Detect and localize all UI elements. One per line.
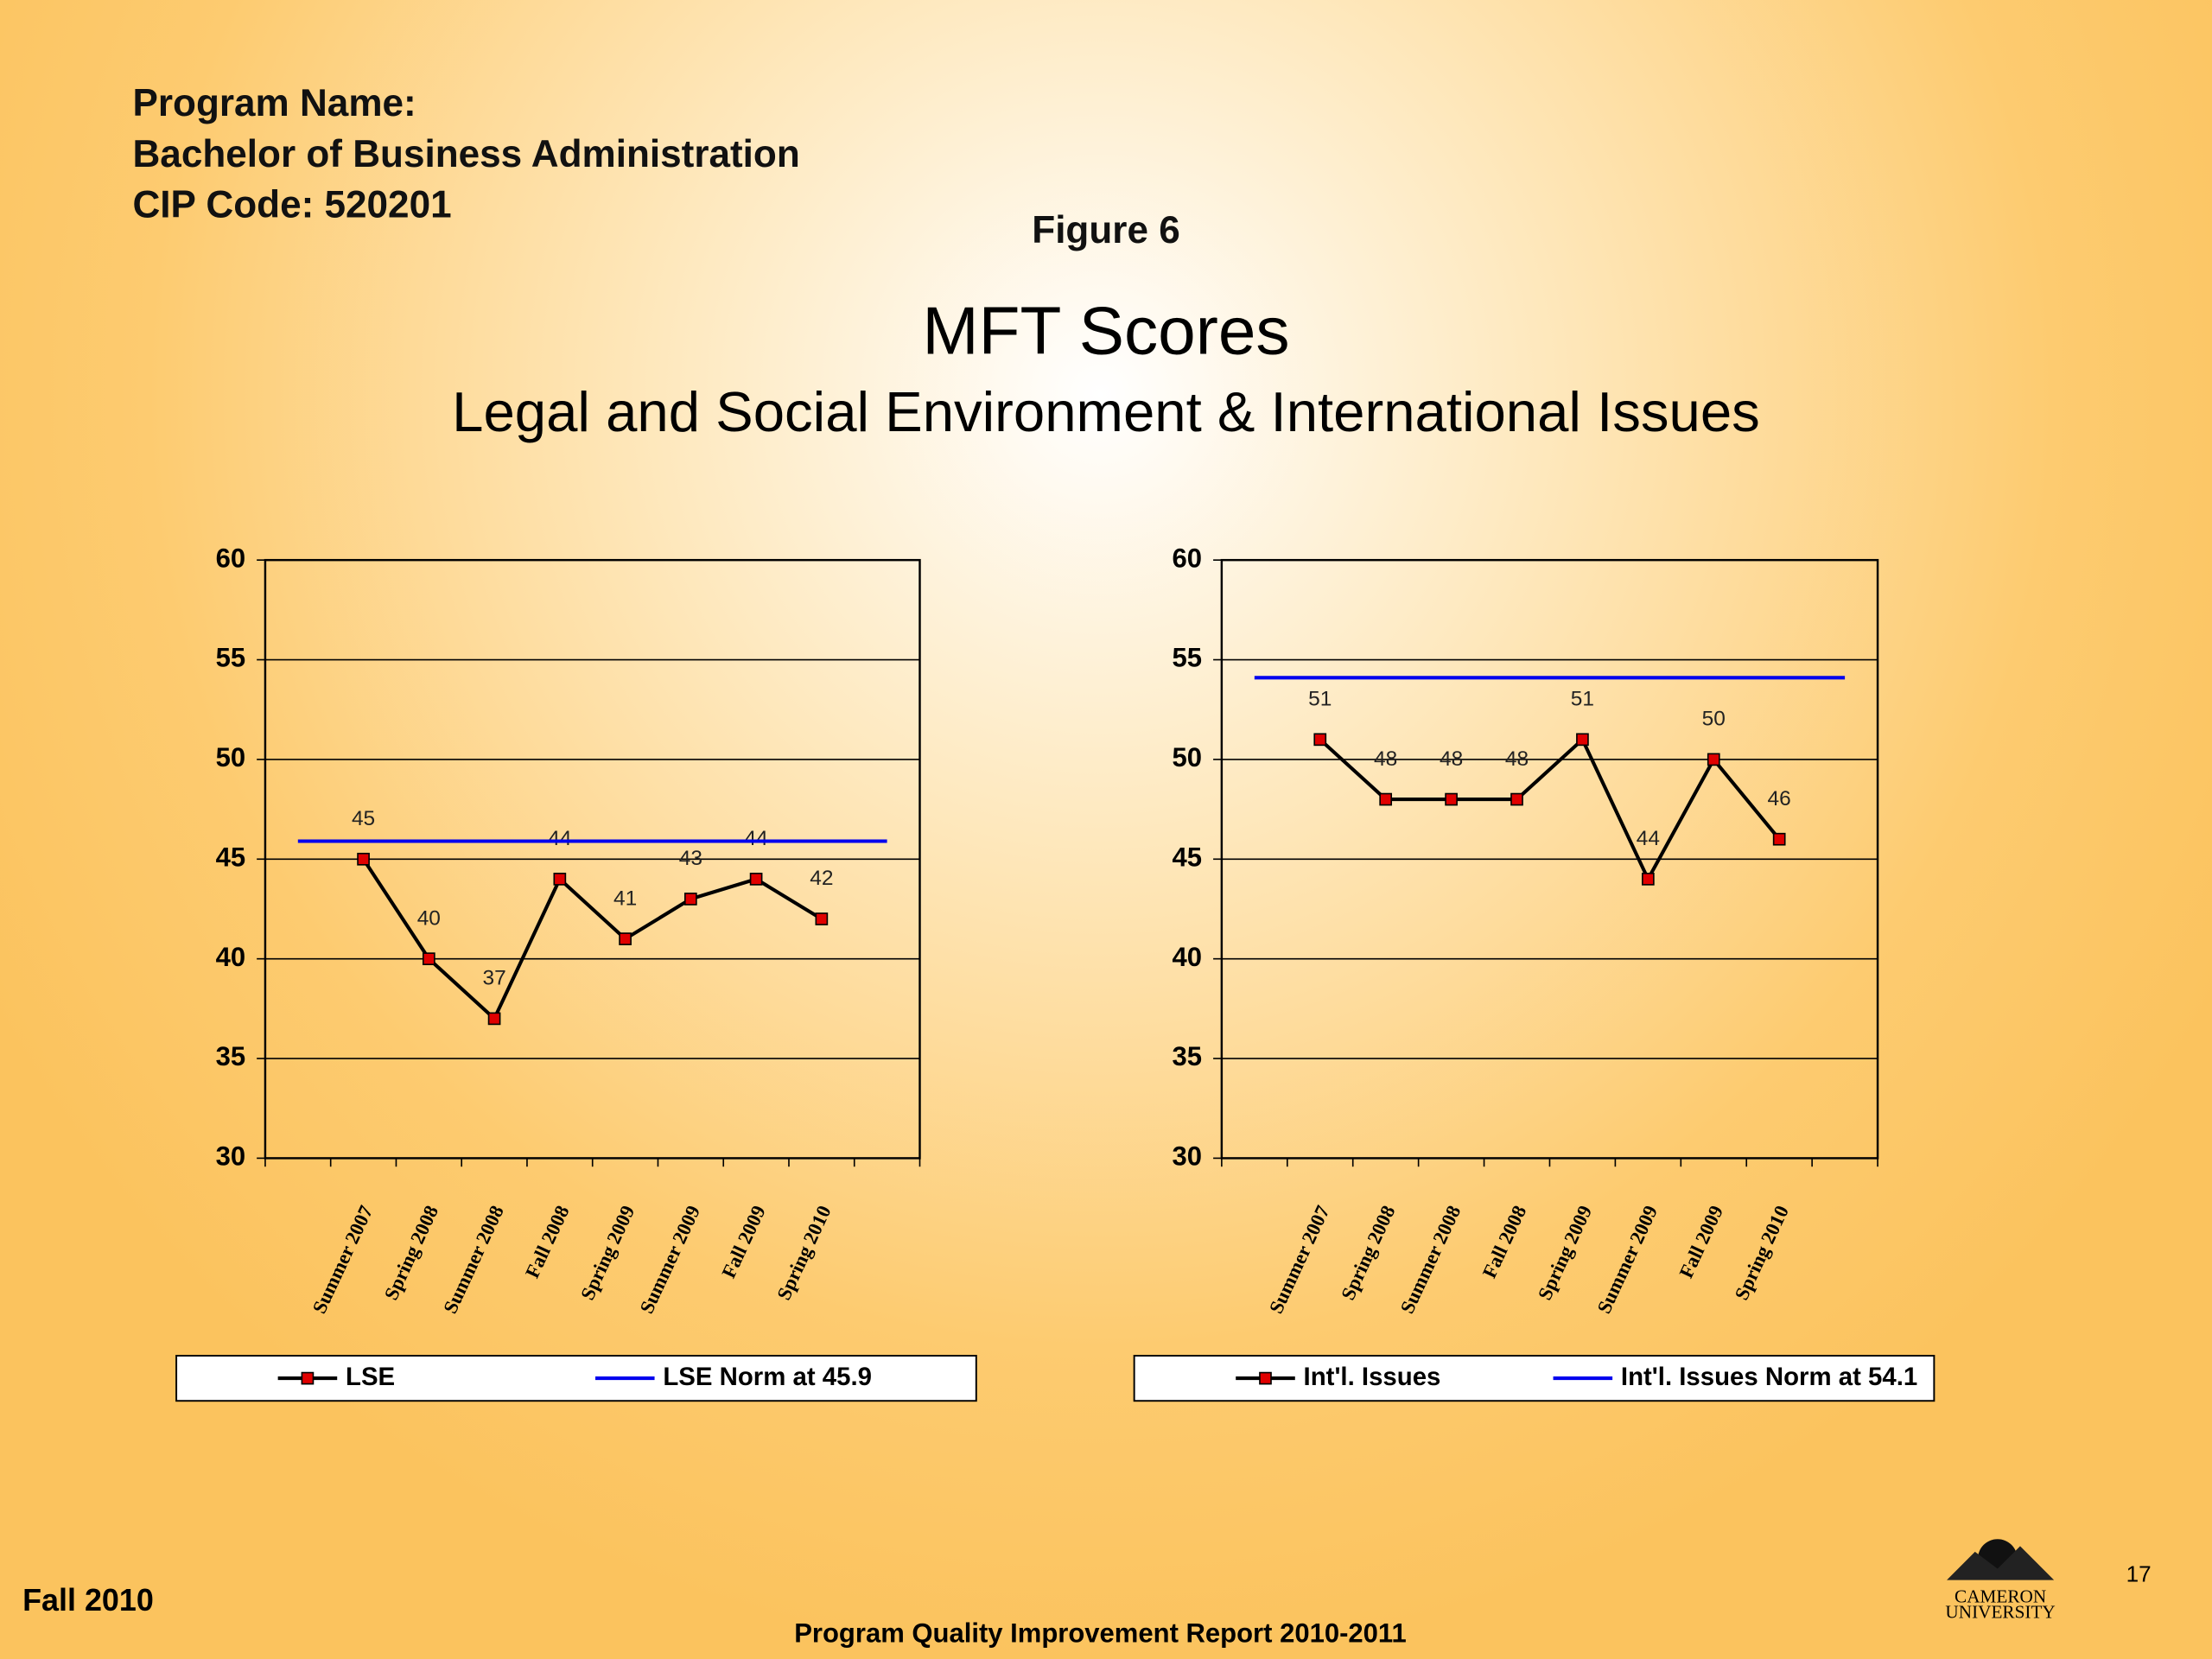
legend-marker bbox=[1259, 1371, 1272, 1385]
data-point bbox=[357, 852, 370, 866]
data-label: 37 bbox=[482, 967, 505, 990]
y-tick-label: 35 bbox=[1173, 1041, 1202, 1071]
title: MFT Scores bbox=[922, 292, 1289, 368]
data-point bbox=[553, 873, 567, 886]
data-label: 51 bbox=[1308, 688, 1332, 711]
page-number: 17 bbox=[2126, 1561, 2152, 1587]
footer-term: Fall 2010 bbox=[22, 1582, 154, 1618]
data-label: 48 bbox=[1440, 747, 1463, 771]
data-label: 43 bbox=[679, 847, 702, 870]
data-point bbox=[684, 893, 697, 906]
data-point bbox=[815, 912, 829, 925]
subtitle: Legal and Social Environment & Internati… bbox=[452, 380, 1760, 443]
y-tick-label: 55 bbox=[216, 643, 246, 673]
y-tick-label: 60 bbox=[1173, 543, 1202, 573]
footer-report: Program Quality Improvement Report 2010-… bbox=[794, 1618, 1406, 1648]
data-label: 51 bbox=[1571, 688, 1594, 711]
figure-label: Figure 6 bbox=[1032, 209, 1179, 251]
y-tick-label: 60 bbox=[216, 543, 246, 573]
legend-label: Int'l. Issues bbox=[1304, 1363, 1441, 1391]
y-tick-label: 35 bbox=[216, 1041, 246, 1071]
y-tick-label: 30 bbox=[1173, 1141, 1202, 1172]
y-tick-label: 55 bbox=[1173, 643, 1202, 673]
data-label: 44 bbox=[548, 827, 571, 850]
y-tick-label: 50 bbox=[216, 742, 246, 772]
data-label: 48 bbox=[1505, 747, 1529, 771]
data-point bbox=[1510, 792, 1523, 806]
y-tick-label: 45 bbox=[216, 842, 246, 872]
y-tick-label: 40 bbox=[1173, 942, 1202, 972]
data-label: 44 bbox=[744, 827, 767, 850]
data-point bbox=[619, 932, 632, 945]
data-point bbox=[422, 952, 435, 966]
series-line bbox=[361, 858, 823, 1022]
data-point bbox=[1445, 792, 1458, 806]
y-tick-label: 50 bbox=[1173, 742, 1202, 772]
data-point bbox=[749, 873, 763, 886]
legend-label: Int'l. Issues Norm at 54.1 bbox=[1621, 1363, 1917, 1391]
data-label: 41 bbox=[613, 887, 637, 910]
program-label: Program Name: bbox=[132, 82, 416, 124]
logo: CAMERON UNIVERSITY bbox=[1945, 1539, 2056, 1623]
legend-marker bbox=[301, 1371, 315, 1385]
y-tick-label: 30 bbox=[216, 1141, 246, 1172]
program-name: Bachelor of Business Administration bbox=[132, 133, 799, 175]
data-label: 44 bbox=[1637, 827, 1660, 850]
data-label: 42 bbox=[810, 867, 833, 890]
y-tick-label: 45 bbox=[1173, 842, 1202, 872]
cip-code: CIP Code: 520201 bbox=[132, 184, 451, 226]
data-point bbox=[1576, 733, 1589, 747]
data-label: 48 bbox=[1374, 747, 1397, 771]
data-point bbox=[1772, 832, 1786, 846]
data-label: 46 bbox=[1768, 787, 1791, 810]
legend-label: LSE Norm at 45.9 bbox=[663, 1363, 872, 1391]
data-point bbox=[1707, 753, 1720, 766]
legend bbox=[175, 1355, 977, 1402]
series-line bbox=[1319, 736, 1781, 883]
data-point bbox=[1379, 792, 1393, 806]
data-label: 45 bbox=[352, 807, 375, 830]
logo-text: CAMERON bbox=[1955, 1586, 2046, 1607]
data-label: 40 bbox=[417, 906, 441, 930]
legend-label: LSE bbox=[346, 1363, 395, 1391]
data-point bbox=[1642, 873, 1655, 886]
data-point bbox=[487, 1012, 501, 1026]
logo-text: UNIVERSITY bbox=[1945, 1602, 2055, 1623]
data-point bbox=[1313, 733, 1327, 747]
y-tick-label: 40 bbox=[216, 942, 246, 972]
data-label: 50 bbox=[1702, 708, 1726, 731]
